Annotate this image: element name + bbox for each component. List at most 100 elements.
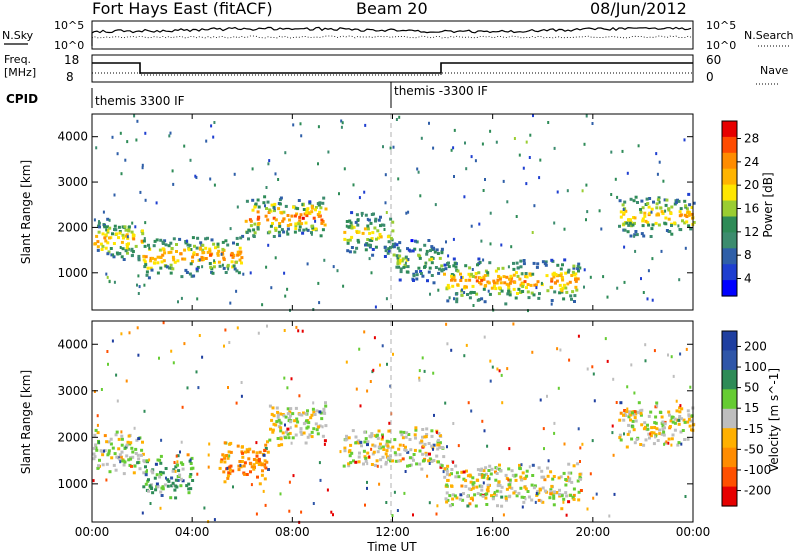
power-cell — [512, 287, 516, 291]
power-cell — [306, 211, 310, 215]
power-cell — [106, 225, 109, 229]
velocity-cell — [344, 438, 348, 442]
velocity-cell — [432, 447, 434, 451]
power-cell — [566, 189, 569, 193]
power-cell — [286, 227, 290, 231]
power-cell — [602, 275, 605, 279]
power-cell — [245, 199, 249, 203]
power-cell — [636, 201, 639, 204]
power-cell — [265, 207, 268, 210]
power-cell — [496, 267, 500, 271]
velocity-cell — [424, 435, 428, 439]
power-cell — [437, 271, 441, 275]
colorbar-tick-label: 16 — [744, 202, 759, 216]
velocity-cell — [197, 386, 200, 390]
power-cell — [305, 211, 309, 215]
velocity-cell — [181, 467, 185, 471]
velocity-cell — [385, 439, 389, 443]
power-cell — [446, 299, 450, 303]
velocity-cell — [285, 430, 288, 434]
xtick-label: 20:00 — [576, 525, 611, 539]
velocity-cell — [231, 469, 235, 473]
velocity-cell — [414, 426, 418, 430]
velocity-cell — [401, 436, 405, 440]
velocity-cell — [633, 410, 637, 414]
power-cell — [305, 214, 309, 218]
velocity-cell — [276, 437, 280, 440]
velocity-cell — [469, 488, 473, 491]
velocity-cell — [103, 449, 107, 453]
power-cell — [536, 280, 540, 284]
power-cell — [301, 203, 304, 207]
velocity-cell — [120, 430, 123, 434]
power-cell — [550, 277, 554, 281]
velocity-cell — [93, 433, 97, 437]
velocity-cell — [322, 407, 326, 411]
power-cell — [298, 219, 302, 223]
velocity-cell — [359, 404, 362, 408]
power-cell — [282, 217, 286, 221]
velocity-cell — [559, 475, 563, 479]
power-cell — [657, 223, 661, 227]
velocity-cell — [141, 440, 144, 444]
power-cell — [517, 287, 521, 291]
velocity-cell — [196, 472, 199, 476]
power-cell — [156, 261, 160, 265]
velocity-cell — [118, 453, 122, 457]
velocity-cell — [208, 442, 211, 446]
velocity-cell — [207, 465, 210, 469]
power-cell — [498, 277, 502, 281]
power-cell — [417, 170, 420, 174]
velocity-cell — [408, 464, 412, 468]
power-cell — [302, 208, 306, 211]
velocity-cell — [457, 444, 460, 448]
power-cell — [230, 251, 234, 255]
power-cell — [461, 288, 463, 292]
velocity-cell — [439, 465, 443, 469]
velocity-cell — [363, 455, 367, 459]
velocity-cell — [504, 473, 508, 477]
velocity-cell — [496, 504, 499, 508]
power-cell — [163, 251, 167, 255]
velocity-cell — [658, 428, 661, 432]
velocity-cell — [369, 435, 373, 439]
velocity-cell — [109, 437, 113, 441]
velocity-cell — [350, 451, 354, 455]
power-cell — [521, 272, 524, 276]
velocity-cell — [640, 423, 644, 427]
velocity-cell — [305, 426, 309, 430]
power-cell — [507, 287, 511, 291]
velocity-cell — [579, 477, 582, 481]
power-cell — [687, 192, 691, 196]
power-cell — [623, 228, 627, 232]
velocity-cell — [464, 484, 468, 488]
power-cell — [256, 198, 260, 202]
power-cell — [279, 196, 283, 200]
power-cell — [138, 285, 141, 289]
velocity-cell — [180, 440, 183, 444]
power-cell — [212, 135, 215, 139]
velocity-cell — [140, 448, 144, 452]
power-cell — [350, 246, 354, 249]
power-cell — [205, 139, 208, 143]
power-cell — [363, 190, 366, 194]
power-cell — [685, 207, 689, 211]
velocity-cell — [240, 460, 244, 463]
power-cell — [562, 297, 566, 301]
velocity-cell — [134, 447, 138, 451]
power-cell — [559, 287, 563, 291]
power-cell — [640, 232, 644, 236]
power-cell — [306, 262, 309, 266]
velocity-cell — [521, 505, 524, 509]
power-cell — [216, 253, 220, 257]
power-cell — [464, 278, 468, 282]
velocity-cell — [280, 443, 284, 447]
power-cell — [206, 236, 209, 240]
velocity-cell — [631, 419, 635, 423]
power-cell — [126, 236, 130, 240]
power-cell — [265, 186, 268, 189]
freq-tick-right-top: 60 — [706, 53, 721, 67]
velocity-cell — [448, 473, 451, 477]
power-cell — [492, 279, 496, 283]
velocity-cell — [511, 473, 515, 477]
